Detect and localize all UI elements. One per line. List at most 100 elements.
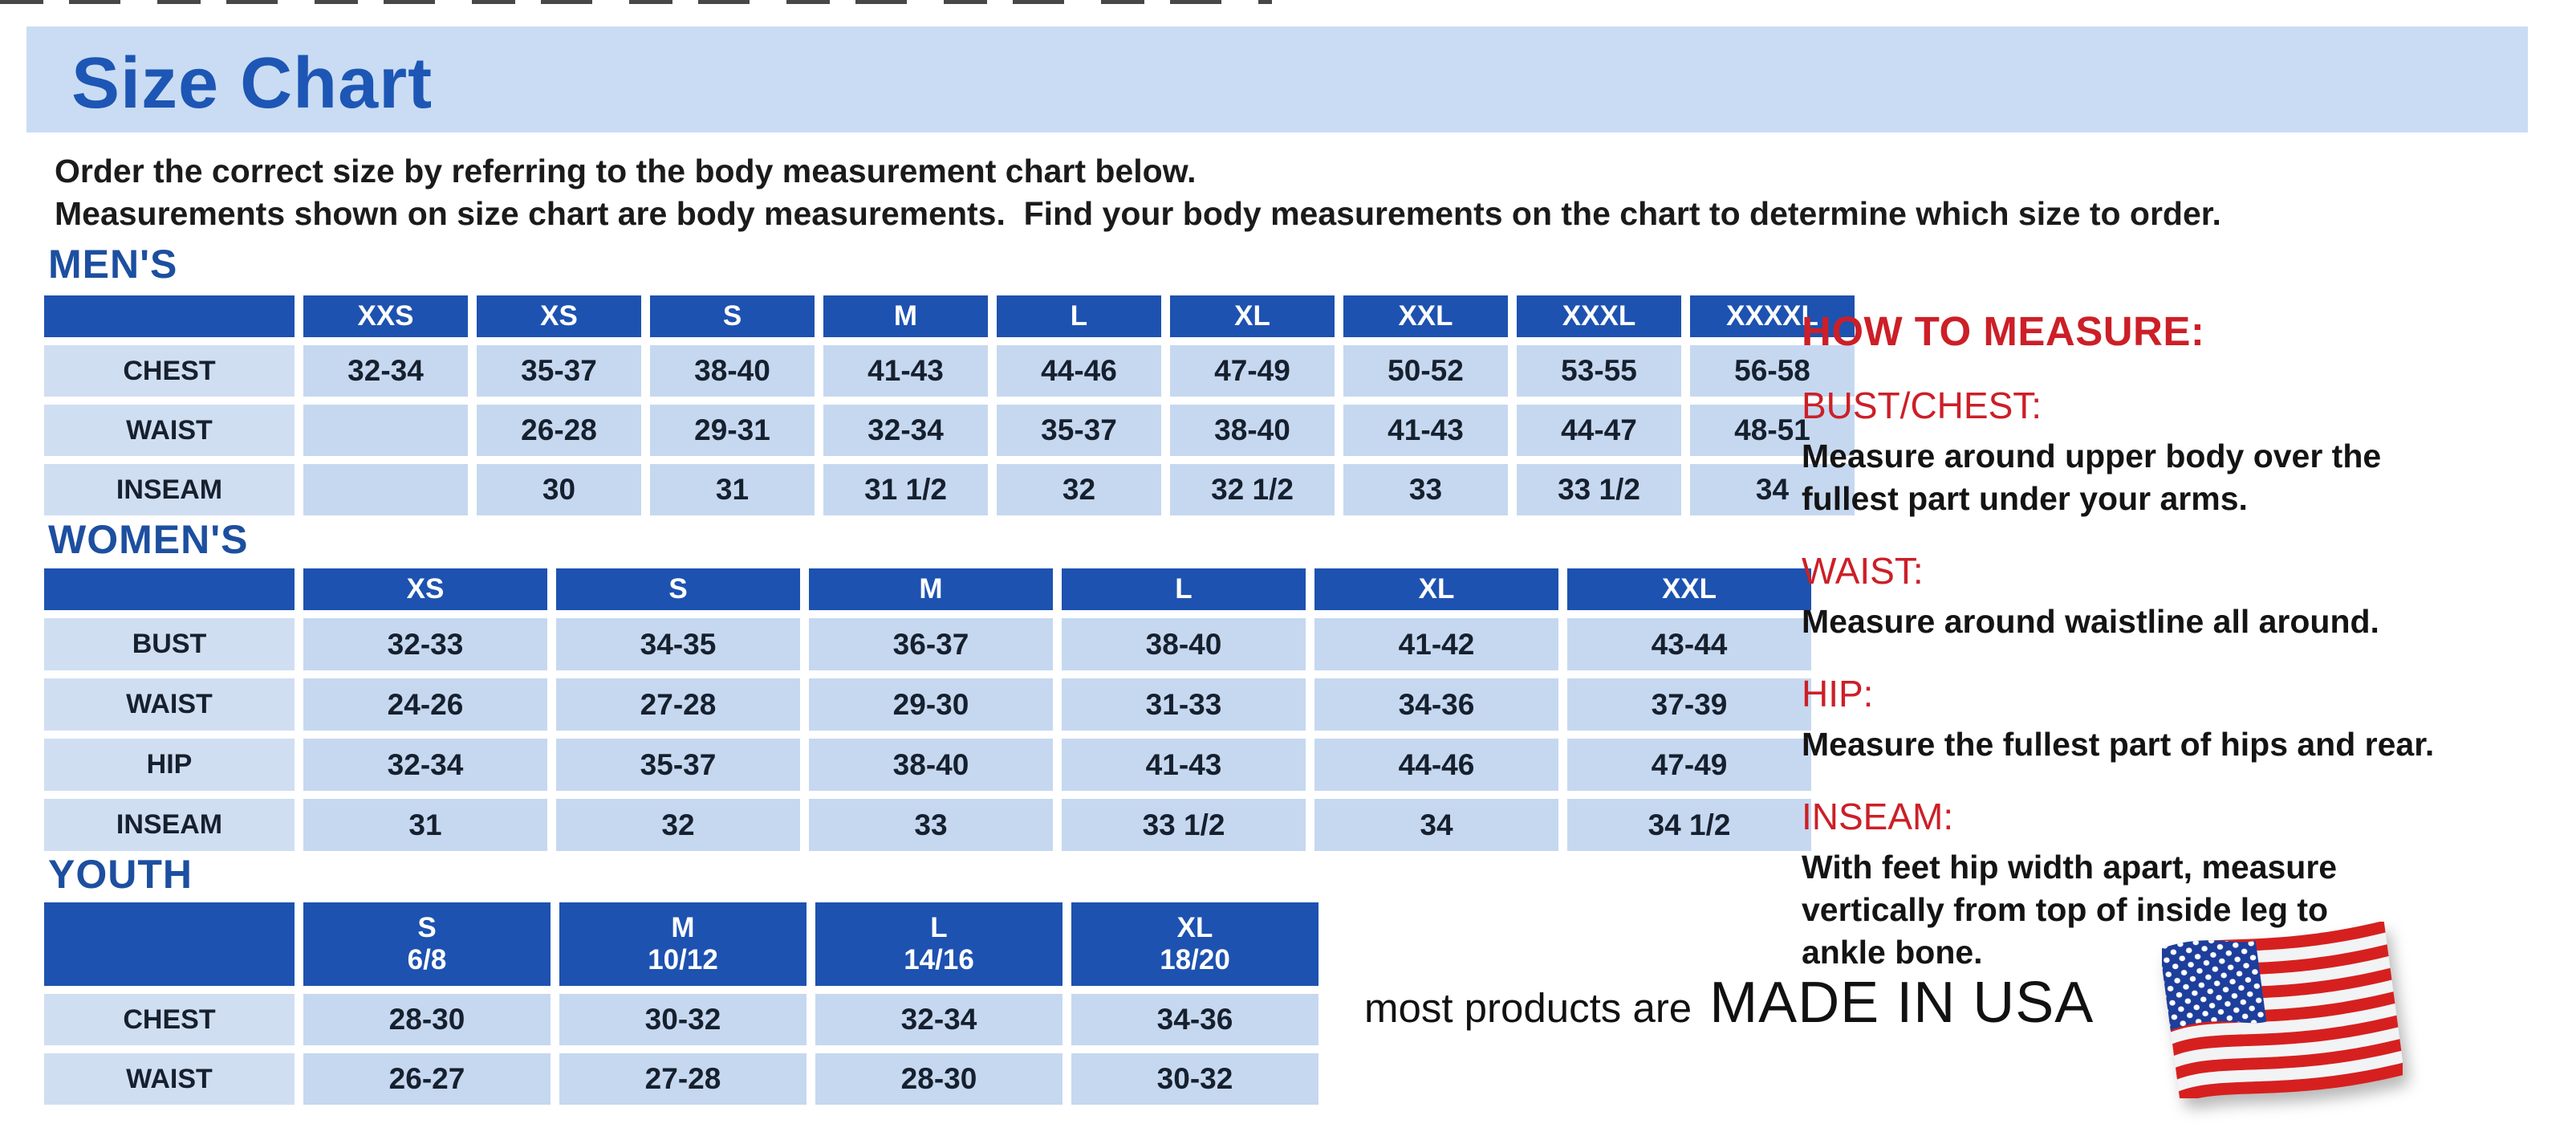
size-value-cell: 48-51 bbox=[1690, 405, 1855, 456]
size-value-cell: 30-32 bbox=[1071, 1053, 1318, 1105]
size-column-header: M 10/12 bbox=[559, 902, 807, 986]
size-value-cell: 29-31 bbox=[650, 405, 815, 456]
size-column-header: S bbox=[556, 568, 800, 610]
measure-description: With feet hip width apart, measure verti… bbox=[1802, 849, 2338, 971]
size-column-header: M bbox=[823, 295, 988, 337]
measure-term: WAIST: bbox=[1802, 550, 1924, 592]
table-row: BUST 32-33 34-35 36-37 38-40 41-42 43-44 bbox=[44, 618, 1811, 670]
womens-table-wrap: XS S M L XL XXL BUST 32-33 34-35 36-37 38-40 41-42 4… bbox=[44, 568, 1811, 851]
size-value-cell: 50-52 bbox=[1343, 345, 1508, 397]
header-row: XS S M L XL XXL bbox=[44, 568, 1811, 610]
size-value-cell bbox=[303, 464, 468, 515]
size-value-cell: 34 bbox=[1314, 799, 1558, 851]
made-in-prefix: most products are bbox=[1364, 985, 1692, 1031]
measure-term: BUST/CHEST: bbox=[1802, 385, 2042, 426]
mens-size-table: XXS XS S M L XL XXL XXXL XXXXL CHEST 32-34 35-37 38-… bbox=[35, 287, 1863, 523]
size-value-cell: 29-30 bbox=[809, 678, 1053, 731]
intro-line-2: Measurements shown on size chart are bod… bbox=[55, 195, 2221, 232]
size-value-cell: 31 bbox=[303, 799, 547, 851]
how-to-measure-list: BUST/CHEST: Measure around upper body ove… bbox=[1802, 384, 2568, 974]
size-column-header: XL 18/20 bbox=[1071, 902, 1318, 986]
size-value-cell: 33 bbox=[1343, 464, 1508, 515]
size-value-cell: 32-34 bbox=[823, 405, 988, 456]
size-value-cell: 44-46 bbox=[997, 345, 1161, 397]
size-value-cell: 38-40 bbox=[1062, 618, 1306, 670]
table-row: WAIST 26-27 27-28 28-30 30-32 bbox=[44, 1053, 1318, 1105]
table-corner-cell bbox=[44, 902, 295, 986]
size-column-header: XL bbox=[1170, 295, 1335, 337]
table-corner-cell bbox=[44, 568, 295, 610]
size-value-cell: 27-28 bbox=[559, 1053, 807, 1105]
table-row: CHEST 32-34 35-37 38-40 41-43 44-46 47-49 50-52… bbox=[44, 345, 1855, 397]
size-column-header: XXL bbox=[1343, 295, 1508, 337]
size-value-cell: 32 bbox=[556, 799, 800, 851]
size-value-cell: 31 1/2 bbox=[823, 464, 988, 515]
size-value-cell: 28-30 bbox=[303, 994, 551, 1045]
size-value-cell: 35-37 bbox=[997, 405, 1161, 456]
size-value-cell: 33 1/2 bbox=[1062, 799, 1306, 851]
size-value-cell: 44-47 bbox=[1517, 405, 1681, 456]
size-value-cell bbox=[303, 405, 468, 456]
size-value-cell: 33 bbox=[809, 799, 1053, 851]
size-column-header: XXS bbox=[303, 295, 468, 337]
size-value-cell: 33 1/2 bbox=[1517, 464, 1681, 515]
size-column-header: L bbox=[997, 295, 1161, 337]
made-in-usa-line: most products are MADE IN USA bbox=[1364, 970, 2094, 1036]
size-value-cell: 32-34 bbox=[303, 739, 547, 791]
row-label: BUST bbox=[44, 618, 295, 670]
youth-section-heading: YOUTH bbox=[48, 852, 193, 897]
mens-section-heading: MEN'S bbox=[48, 242, 178, 287]
size-column-header: S bbox=[650, 295, 815, 337]
size-value-cell: 34 bbox=[1690, 464, 1855, 515]
measure-description: Measure around upper body over the fulle… bbox=[1802, 438, 2382, 517]
scan-artifact bbox=[0, 0, 1272, 4]
row-label: INSEAM bbox=[44, 799, 295, 851]
table-row: INSEAM 30 31 31 1/2 32 32 1/2 33 33 1/2 34 bbox=[44, 464, 1855, 515]
size-value-cell: 41-42 bbox=[1314, 618, 1558, 670]
size-value-cell: 32-33 bbox=[303, 618, 547, 670]
size-value-cell: 34-36 bbox=[1314, 678, 1558, 731]
table-row: WAIST 26-28 29-31 32-34 35-37 38-40 41-43 44-47… bbox=[44, 405, 1855, 456]
size-value-cell: 44-46 bbox=[1314, 739, 1558, 791]
size-value-cell: 32-34 bbox=[815, 994, 1062, 1045]
table-row: HIP 32-34 35-37 38-40 41-43 44-46 47-49 bbox=[44, 739, 1811, 791]
size-value-cell: 34-36 bbox=[1071, 994, 1318, 1045]
size-value-cell: 27-28 bbox=[556, 678, 800, 731]
size-column-header: XXL bbox=[1567, 568, 1811, 610]
made-in-usa-text: MADE IN USA bbox=[1709, 971, 2095, 1035]
womens-size-table: XS S M L XL XXL BUST 32-33 34-35 36-37 38-40 41-42 4… bbox=[35, 560, 1820, 859]
size-value-cell: 26-28 bbox=[477, 405, 641, 456]
measure-description: Measure the fullest part of hips and rea… bbox=[1802, 726, 2435, 763]
size-value-cell: 35-37 bbox=[477, 345, 641, 397]
size-value-cell: 35-37 bbox=[556, 739, 800, 791]
row-label: WAIST bbox=[44, 405, 295, 456]
size-column-header: M bbox=[809, 568, 1053, 610]
size-value-cell: 31-33 bbox=[1062, 678, 1306, 731]
size-value-cell: 37-39 bbox=[1567, 678, 1811, 731]
size-value-cell: 32 bbox=[997, 464, 1161, 515]
size-column-header: XS bbox=[303, 568, 547, 610]
size-column-header: S 6/8 bbox=[303, 902, 551, 986]
womens-section-heading: WOMEN'S bbox=[48, 517, 249, 562]
size-value-cell: 36-37 bbox=[809, 618, 1053, 670]
header-row: XXS XS S M L XL XXL XXXL XXXXL bbox=[44, 295, 1855, 337]
size-value-cell: 41-43 bbox=[1343, 405, 1508, 456]
size-value-cell: 38-40 bbox=[1170, 405, 1335, 456]
size-value-cell: 34-35 bbox=[556, 618, 800, 670]
size-value-cell: 53-55 bbox=[1517, 345, 1681, 397]
row-label: CHEST bbox=[44, 994, 295, 1045]
header-row: S 6/8 M 10/12 L 14/16 XL 18/20 bbox=[44, 902, 1318, 986]
measure-term: INSEAM: bbox=[1802, 796, 1954, 837]
size-value-cell: 30-32 bbox=[559, 994, 807, 1045]
table-row: INSEAM 31 32 33 33 1/2 34 34 1/2 bbox=[44, 799, 1811, 851]
size-value-cell: 31 bbox=[650, 464, 815, 515]
intro-line-1: Order the correct size by referring to t… bbox=[55, 153, 1197, 189]
page-title: Size Chart bbox=[71, 43, 433, 124]
size-value-cell: 47-49 bbox=[1170, 345, 1335, 397]
size-value-cell: 30 bbox=[477, 464, 641, 515]
size-column-header: XXXXL bbox=[1690, 295, 1855, 337]
size-column-header: L bbox=[1062, 568, 1306, 610]
title-banner: Size Chart bbox=[26, 26, 2528, 132]
size-value-cell: 41-43 bbox=[1062, 739, 1306, 791]
table-row: CHEST 28-30 30-32 32-34 34-36 bbox=[44, 994, 1318, 1045]
